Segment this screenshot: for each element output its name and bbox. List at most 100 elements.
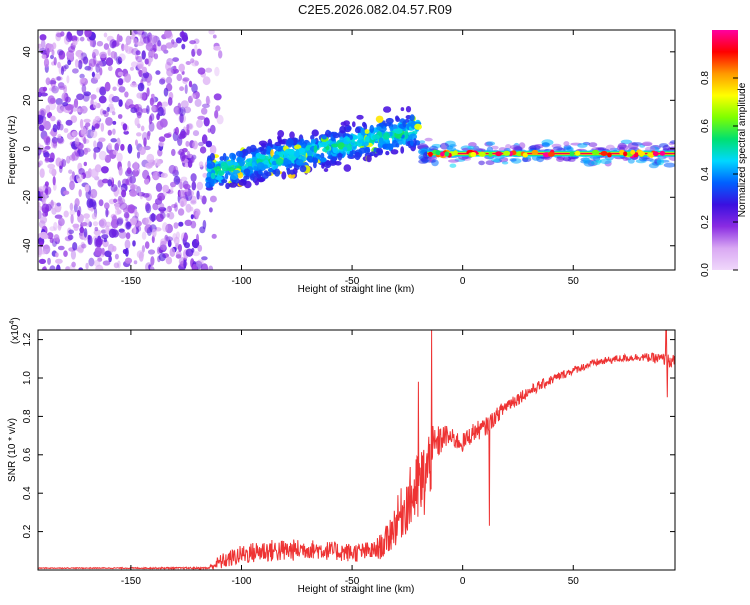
heatmap-cell	[394, 128, 403, 134]
heatmap-cell	[38, 248, 43, 258]
heatmap-cell	[125, 221, 131, 230]
heatmap-cell	[49, 237, 54, 244]
heatmap-cell	[133, 226, 137, 235]
heatmap-cell	[101, 234, 109, 240]
heatmap-x-tick-label: -150	[121, 276, 141, 287]
heatmap-cell	[38, 210, 42, 220]
heatmap-cell	[102, 110, 107, 115]
heatmap-cell	[395, 115, 399, 121]
heatmap-cell	[390, 149, 399, 155]
heatmap-cell	[92, 49, 99, 57]
heatmap-cell	[136, 41, 144, 47]
heatmap-cell	[288, 149, 295, 156]
heatmap-cell	[169, 247, 176, 257]
heatmap-cell	[256, 162, 265, 170]
heatmap-cell	[375, 115, 384, 124]
heatmap-cell	[146, 131, 151, 141]
heatmap-cell	[161, 101, 169, 107]
heatmap-cell	[173, 65, 177, 70]
heatmap-cell	[633, 152, 639, 158]
heatmap-cell	[289, 131, 295, 140]
heatmap-cell	[360, 127, 365, 136]
heatmap-cell	[168, 164, 176, 174]
heatmap-cell	[135, 106, 143, 116]
heatmap-cell	[58, 217, 65, 227]
heatmap-cell	[130, 82, 138, 88]
heatmap-cell	[141, 66, 148, 74]
heatmap-cell	[56, 103, 64, 114]
heatmap-cell	[88, 257, 95, 267]
heatmap-cell	[663, 162, 675, 168]
heatmap-cell	[377, 148, 384, 156]
heatmap-cell	[128, 46, 134, 54]
heatmap-cell	[230, 173, 239, 180]
heatmap-cell	[55, 258, 63, 264]
heatmap-cell	[648, 162, 659, 169]
heatmap-x-tick-label: -50	[345, 276, 360, 287]
heatmap-cell	[76, 30, 84, 37]
heatmap-cell	[87, 234, 91, 245]
heatmap-cell	[166, 212, 170, 218]
heatmap-cell	[147, 249, 156, 255]
heatmap-cell	[83, 161, 88, 167]
heatmap-cell	[107, 48, 111, 56]
heatmap-cell	[144, 241, 150, 249]
heatmap-cell	[121, 189, 127, 198]
heatmap-cell	[372, 134, 380, 140]
heatmap-cell	[141, 231, 147, 240]
heatmap-cell	[467, 145, 475, 150]
heatmap-cell	[201, 134, 208, 145]
heatmap-cell	[180, 176, 188, 181]
heatmap-y-tick-label: 0	[22, 146, 33, 152]
heatmap-cell	[311, 129, 319, 137]
heatmap-cell	[135, 50, 141, 56]
heatmap-cell	[192, 251, 200, 257]
heatmap-cell	[222, 152, 227, 162]
heatmap-cell	[165, 223, 174, 234]
heatmap-cell	[148, 34, 157, 45]
heatmap-cell	[181, 43, 186, 50]
heatmap-cell	[149, 97, 154, 106]
heatmap-cell	[55, 98, 63, 106]
snr-plot-area	[38, 330, 675, 570]
heatmap-cell	[155, 70, 161, 75]
heatmap-cell	[135, 55, 143, 63]
heatmap-cell	[270, 149, 274, 157]
heatmap-cell	[112, 86, 117, 92]
heatmap-cell	[190, 94, 197, 99]
heatmap-cell	[522, 156, 529, 163]
heatmap-cell	[112, 120, 117, 125]
heatmap-cell	[158, 196, 162, 201]
heatmap-cell	[253, 165, 258, 171]
heatmap-cell	[53, 234, 60, 242]
heatmap-cell	[216, 114, 224, 125]
heatmap-cell	[188, 80, 193, 88]
heatmap-cell	[205, 140, 213, 148]
heatmap-cell	[123, 212, 130, 219]
heatmap-cell	[419, 140, 426, 144]
heatmap-cell	[83, 228, 88, 238]
heatmap-cell	[125, 178, 130, 186]
heatmap-cell	[385, 150, 390, 156]
heatmap-cell	[171, 204, 178, 208]
heatmap-cell	[413, 138, 417, 147]
heatmap-cell	[199, 146, 207, 154]
heatmap-cell	[66, 155, 71, 164]
heatmap-cell	[58, 85, 66, 90]
heatmap-cell	[52, 124, 58, 133]
heatmap-cell	[70, 250, 76, 260]
heatmap-cell	[349, 150, 354, 158]
heatmap-cell	[209, 145, 217, 155]
heatmap-cell	[622, 156, 629, 161]
heatmap-cell	[67, 46, 76, 53]
heatmap-cell	[531, 149, 539, 155]
heatmap-cell	[154, 105, 159, 110]
heatmap-cell	[117, 114, 123, 119]
heatmap-cell	[277, 130, 285, 138]
heatmap-cell	[607, 152, 612, 158]
heatmap-cell	[151, 93, 155, 98]
heatmap-cell	[92, 201, 97, 210]
heatmap-cell	[299, 165, 307, 173]
heatmap-cell	[495, 151, 502, 157]
heatmap-cell	[60, 66, 65, 76]
